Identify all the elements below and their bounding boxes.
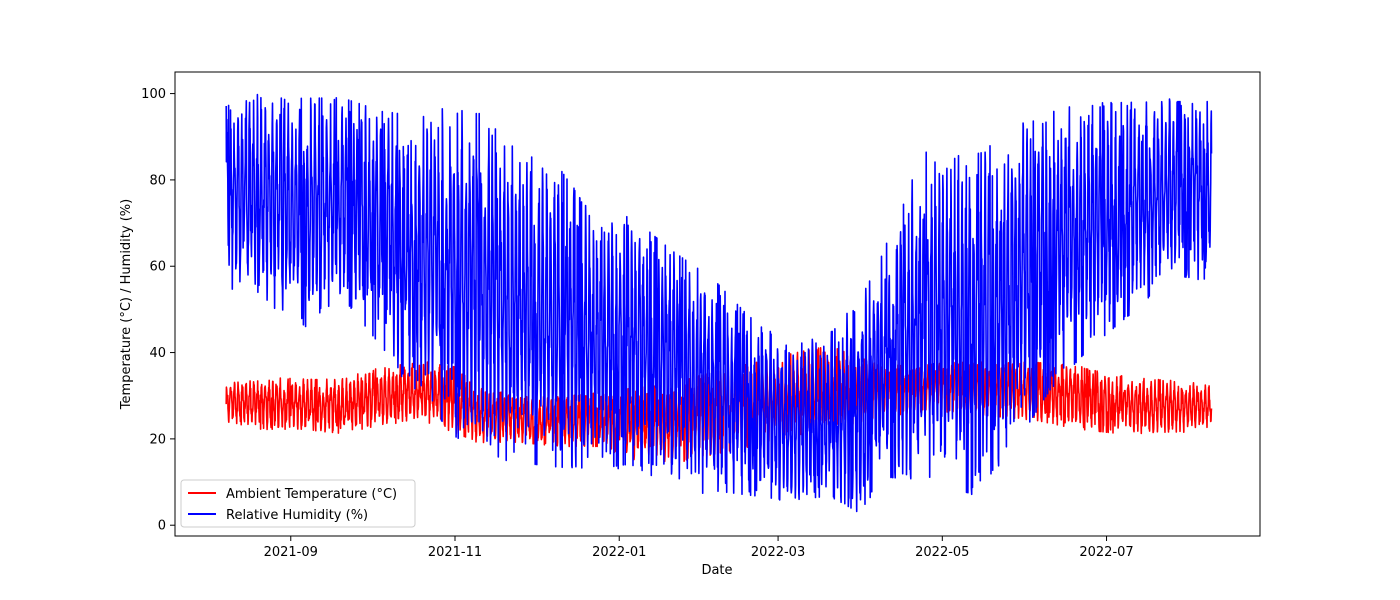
series-layer	[225, 93, 1213, 513]
y-axis-label: Temperature (°C) / Humidity (%)	[119, 199, 134, 410]
x-tick-label: 2021-11	[428, 545, 482, 560]
legend-label-temperature: Ambient Temperature (°C)	[226, 487, 397, 502]
x-tick-label: 2022-05	[915, 545, 969, 560]
y-tick-label: 60	[149, 260, 166, 275]
y-tick-label: 80	[149, 173, 166, 188]
y-axis: 0 20 40 60 80 100	[141, 87, 175, 534]
y-tick-label: 0	[158, 519, 166, 534]
x-tick-label: 2022-01	[592, 545, 646, 560]
x-axis-label: Date	[701, 563, 732, 578]
legend-label-humidity: Relative Humidity (%)	[226, 508, 368, 523]
series-line-humidity	[225, 93, 1213, 513]
x-tick-label: 2022-03	[751, 545, 805, 560]
x-axis: 2021-09 2021-11 2022-01 2022-03 2022-05 2022-…	[264, 536, 1134, 560]
y-tick-label: 100	[141, 87, 166, 102]
legend-box	[180, 479, 416, 528]
x-tick-label: 2021-09	[264, 545, 318, 560]
legend: Ambient Temperature (°C) Relative Humidi…	[180, 479, 416, 528]
plot-frame	[174, 71, 1261, 537]
x-tick-label: 2022-07	[1079, 545, 1133, 560]
y-tick-label: 20	[149, 432, 166, 447]
y-tick-label: 40	[149, 346, 166, 361]
